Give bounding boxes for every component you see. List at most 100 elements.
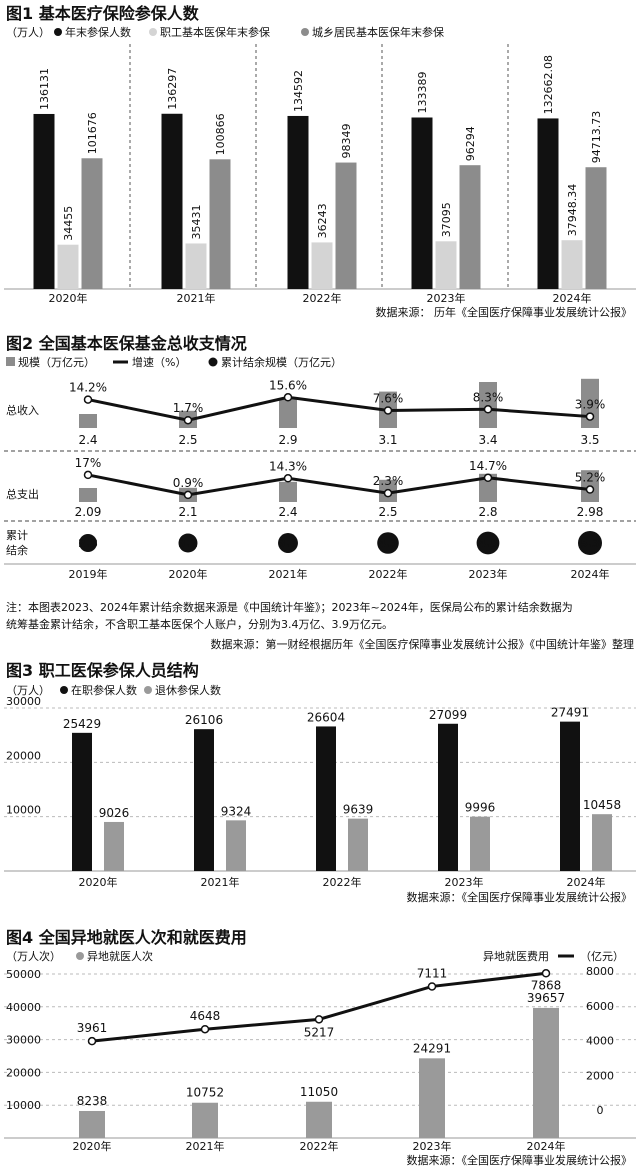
fig2-legend-marker-2	[208, 357, 218, 367]
fig2-income-growth-point-0	[83, 395, 93, 404]
fig1-value-label-1-1: 35431	[190, 204, 203, 239]
fig3-bar-0-3	[438, 723, 458, 871]
fig2-expense-growth-point-1	[183, 490, 193, 500]
fig2-balance-value-3: 4.3	[378, 537, 398, 550]
fig1-xtick-1: 2021年	[177, 291, 216, 305]
fig2-expense-growth-label-2: 14.3%	[269, 459, 307, 473]
fig3-bar-0-1	[194, 729, 214, 871]
fig3-bar-1-1	[226, 820, 246, 871]
fig3-bar-1-0	[104, 821, 124, 871]
fig2-expense-growth-line	[87, 473, 591, 497]
fig2-note-line-1: 注：本图表2023、2024年累计结余数据来源是《中国统计年鉴》；2023年~2…	[6, 600, 573, 614]
fig3-value-label-0-3: 27099	[429, 708, 467, 722]
fig2-income-value-5: 3.5	[580, 433, 599, 447]
fig3-value-label-1-0: 9026	[99, 806, 130, 820]
fig1-unit: （万人）	[6, 26, 50, 39]
fig1-legend-marker-1	[149, 28, 157, 36]
fig2-balance-circle-4	[476, 531, 500, 555]
fig2-expense-value-5: 2.98	[577, 505, 604, 519]
fig1-value-label-1-2: 36243	[316, 203, 329, 238]
fig2-income-growth-point-5	[585, 412, 595, 421]
fig1-bar-1-0	[57, 244, 79, 289]
fig3-ytick-2: 10000	[6, 804, 41, 817]
figure-4: 图4 全国异地就医人次和就医费用 （万人次） 异地就医人次 异地就医费用 （亿元…	[4, 928, 636, 1167]
fig3-xtick-3: 2023年	[445, 875, 484, 889]
fig2-expense-bar-4	[479, 473, 497, 502]
fig4-cost-label-0: 3961	[77, 1021, 108, 1035]
fig2-plot: 2.4 2.5 2.9 3.1 3.4 3.5 14.2% 1.7% 15.6% 7.6% 8.3%…	[69, 378, 610, 581]
fig2-legend-label-1: 增速（%）	[132, 355, 186, 369]
fig1-bar-0-0	[33, 113, 55, 289]
fig3-plot: 30000 20000 10000 25429 26106 26604 27099 27491…	[4, 695, 636, 889]
fig2-balance-value-0: 2.8	[78, 537, 98, 550]
fig4-cost-point-0	[87, 1036, 97, 1046]
fig2-balance-circle-3	[377, 532, 399, 554]
figure-1: 图1 基本医疗保险参保人数 （万人） 年末参保人数 职工基本医保年末参保 城乡居…	[4, 4, 636, 319]
fig4-bar-value-3: 24291	[413, 1041, 451, 1055]
fig3-xtick-1: 2021年	[201, 875, 240, 889]
fig3-unit: （万人）	[6, 684, 50, 697]
fig1-source: 数据来源： 历年《全国医疗保障事业发展统计公报》	[376, 305, 633, 319]
fig4-cost-label-1: 4648	[190, 1009, 221, 1023]
fig2-income-growth-label-1: 1.7%	[173, 401, 204, 415]
fig4-ytick-right-1: 6000	[586, 1000, 614, 1013]
fig2-balance-value-5: 5.3	[580, 537, 600, 550]
fig4-bar-value-1: 10752	[186, 1086, 224, 1100]
fig1-bar-2-0	[81, 158, 103, 289]
fig1-bar-0-2	[287, 115, 309, 289]
fig1-value-label-1-0: 34455	[62, 206, 75, 241]
fig1-value-label-2-4: 94713.73	[590, 111, 603, 164]
fig2-income-growth-line	[87, 395, 591, 422]
fig1-value-label-0-2: 134592	[292, 70, 305, 112]
fig2-income-value-2: 2.9	[278, 433, 297, 447]
fig2-xtick-1: 2020年	[169, 567, 208, 581]
fig2-income-bar-2	[279, 398, 297, 428]
fig2-xtick-4: 2023年	[469, 567, 508, 581]
fig3-value-label-1-3: 9996	[465, 801, 496, 815]
fig3-bar-1-2	[348, 818, 368, 871]
fig2-income-growth-point-4	[483, 405, 493, 414]
fig2-balance-circle-1	[178, 533, 198, 553]
fig3-bar-0-2	[316, 726, 336, 871]
fig2-expense-growth-label-3: 2.3%	[373, 474, 404, 488]
fig2-xtick-5: 2024年	[571, 567, 610, 581]
fig2-expense-value-4: 2.8	[478, 505, 497, 519]
fig3-legend-label-1: 退休参保人数	[155, 683, 221, 697]
fig2-expense-value-3: 2.5	[378, 505, 397, 519]
fig4-ytick-left-0: 50000	[6, 968, 41, 981]
fig4-xtick-3: 2023年	[413, 1139, 452, 1153]
fig2-income-growth-point-2	[283, 393, 293, 402]
fig1-value-label-2-0: 101676	[86, 112, 99, 154]
fig2-balance-circle-2	[278, 533, 298, 553]
fig2-legend: 规模（万亿元） 增速（%） 累计结余规模（万亿元）	[6, 355, 342, 369]
fig4-cost-point-4	[541, 969, 551, 978]
fig2-expense-growth-point-2	[283, 474, 293, 483]
fig1-bar-2-3	[459, 165, 481, 289]
fig1-bar-1-1	[185, 243, 207, 289]
fig4-xtick-0: 2020年	[73, 1139, 112, 1153]
fig4-legend-line-label: 异地就医费用	[483, 949, 549, 963]
fig2-expense-growth-label-5: 5.2%	[575, 471, 606, 485]
fig4-plot: 5000040000300002000010000800060004000200…	[4, 965, 636, 1153]
fig2-balance-circle-5	[578, 531, 602, 555]
fig2-income-value-0: 2.4	[78, 433, 97, 447]
fig3-bar-0-4	[560, 721, 580, 871]
fig1-bar-2-2	[335, 162, 357, 289]
fig2-expense-growth-point-5	[585, 485, 595, 494]
fig4-ytick-right-3: 2000	[586, 1069, 614, 1082]
fig1-legend-marker-2	[301, 28, 309, 36]
fig3-value-label-0-0: 25429	[63, 717, 101, 731]
fig1-bar-1-2	[311, 242, 333, 289]
fig3-value-label-0-2: 26604	[307, 710, 345, 724]
fig1-value-label-2-2: 98349	[340, 124, 353, 159]
fig4-cost-label-4: 7868	[531, 978, 562, 992]
fig3-value-label-1-1: 9324	[221, 804, 252, 818]
fig3-value-label-0-1: 26106	[185, 713, 223, 727]
fig4-legend-bar-label: 异地就医人次	[87, 949, 153, 963]
fig2-expense-growth-point-3	[383, 488, 393, 498]
fig4-cost-label-3: 7111	[417, 966, 448, 980]
fig2-expense-value-1: 2.1	[178, 505, 197, 519]
fig2-legend-label-0: 规模（万亿元）	[18, 355, 95, 369]
fig2-title: 图2 全国基本医保基金总收支情况	[6, 334, 247, 353]
